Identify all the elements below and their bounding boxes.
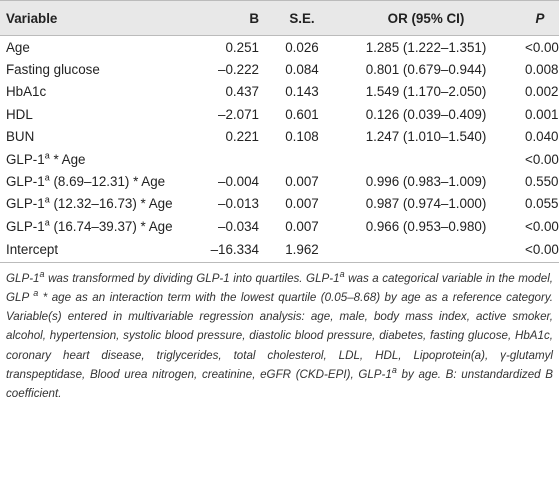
value-cell: –16.334	[205, 237, 273, 263]
text: HDL	[6, 106, 33, 122]
value-cell: 0.126 (0.039–0.409)	[365, 106, 487, 122]
value-cell: –0.034	[218, 218, 259, 234]
value-cell: <0.001	[521, 237, 559, 263]
value-cell: 1.549 (1.170–2.050)	[365, 84, 487, 100]
value-cell: –0.004	[218, 174, 259, 190]
header-cell: S.E.	[273, 0, 331, 36]
table-row: GLP-1a * Age <0.001	[0, 148, 559, 170]
header-cell: B	[205, 0, 273, 36]
footnote: GLP-1a was transformed by dividing GLP-1…	[0, 263, 559, 404]
text: Intercept	[6, 242, 59, 258]
value-cell: 0.001	[525, 106, 559, 122]
value-cell: <0.001	[525, 151, 559, 167]
variable-cell: BUN	[0, 126, 205, 148]
value-cell: 0.002	[525, 84, 559, 100]
variable-cell: Intercept	[0, 237, 205, 263]
header-cell: P	[521, 0, 559, 36]
table-row: GLP-1a (12.32–16.73) * Age –0.013 0.007 0.9…	[0, 193, 559, 215]
value-cell: 0.055	[525, 196, 559, 212]
table-row: Age 0.251 0.026 1.285 (1.222–1.351) <0.001	[0, 36, 559, 59]
text: * age as an interaction term with the lo…	[6, 290, 553, 381]
value-cell: <0.001	[525, 39, 559, 55]
table-row: BUN 0.221 0.108 1.247 (1.010–1.540) 0.040	[0, 126, 559, 148]
value-cell: –2.071	[218, 106, 259, 122]
text: GLP-1	[6, 151, 45, 167]
text: BUN	[6, 129, 35, 145]
value-cell: 0.007	[285, 174, 319, 190]
value-cell: 0.601	[285, 106, 319, 122]
superscript: a	[339, 268, 345, 279]
value-cell: –0.222	[218, 62, 259, 78]
variable-cell: GLP-1a * Age	[0, 148, 205, 170]
empty-cell	[331, 148, 521, 170]
text: (12.32–16.73) * Age	[49, 196, 173, 212]
variable-cell: GLP-1a (16.74–39.37) * Age	[0, 215, 205, 237]
variable-cell: GLP-1a (8.69–12.31) * Age	[0, 170, 205, 192]
value-cell: 0.007	[285, 218, 319, 234]
regression-table: Variable B S.E. OR (95% CI) P Age 0.251 0.026 1…	[0, 0, 559, 263]
text: HbA1c	[6, 84, 47, 100]
value-cell: 0.221	[225, 129, 259, 145]
empty-cell	[273, 148, 331, 170]
value-cell: 0.084	[285, 62, 319, 78]
value-cell: 1.962	[273, 237, 331, 263]
variable-cell: HDL	[0, 103, 205, 125]
table-body: Age 0.251 0.026 1.285 (1.222–1.351) <0.001 Fa…	[0, 36, 559, 263]
value-cell: 0.251	[225, 39, 259, 55]
value-cell: 1.247 (1.010–1.540)	[365, 129, 487, 145]
text: Fasting glucose	[6, 62, 100, 78]
variable-cell: GLP-1a (12.32–16.73) * Age	[0, 193, 205, 215]
superscript: a	[44, 217, 50, 228]
text: GLP-1	[6, 196, 45, 212]
value-cell: 0.008	[525, 62, 559, 78]
value-cell: –0.013	[218, 196, 259, 212]
value-cell: 0.550	[525, 174, 559, 190]
header-cell: OR (95% CI)	[331, 0, 521, 36]
table-row: Fasting glucose –0.222 0.084 0.801 (0.679–0…	[0, 58, 559, 80]
value-cell: 0.143	[285, 84, 319, 100]
value-cell: 1.285 (1.222–1.351)	[365, 39, 487, 55]
superscript: a	[44, 150, 50, 161]
text: Age	[6, 39, 30, 55]
superscript: a	[44, 194, 50, 205]
text: (8.69–12.31) * Age	[49, 174, 166, 190]
superscript: a	[33, 287, 39, 298]
text: GLP-1	[6, 174, 45, 190]
superscript: a	[391, 365, 397, 376]
value-cell: <0.001	[525, 218, 559, 234]
value-cell: 0.437	[225, 84, 259, 100]
superscript: a	[39, 268, 45, 279]
variable-cell: Age	[0, 36, 205, 59]
text: GLP-1	[6, 271, 40, 285]
header-cell: Variable	[0, 0, 205, 36]
header-row: Variable B S.E. OR (95% CI) P	[0, 0, 559, 36]
table-row: GLP-1a (16.74–39.37) * Age –0.034 0.007 0.9…	[0, 215, 559, 237]
superscript: a	[44, 172, 50, 183]
text: GLP-1	[6, 218, 45, 234]
table-row: HbA1c 0.437 0.143 1.549 (1.170–2.050) 0.002	[0, 81, 559, 103]
value-cell: 0.987 (0.974–1.000)	[365, 196, 487, 212]
variable-cell: HbA1c	[0, 81, 205, 103]
empty-cell	[205, 148, 273, 170]
empty-cell	[331, 237, 521, 263]
value-cell: 0.040	[525, 129, 559, 145]
value-cell: 0.966 (0.953–0.980)	[365, 218, 487, 234]
value-cell: 0.108	[285, 129, 319, 145]
text: by age. B: unstandardized B coefficient.	[6, 368, 553, 401]
value-cell: 0.026	[285, 39, 319, 55]
value-cell: 0.007	[285, 196, 319, 212]
text: was a categorical variable in the model,…	[6, 271, 553, 304]
value-cell: 0.801 (0.679–0.944)	[365, 62, 487, 78]
text: * Age	[49, 151, 86, 167]
text: was transformed by dividing GLP-1 into q…	[44, 271, 340, 285]
table-row: HDL –2.071 0.601 0.126 (0.039–0.409) 0.001	[0, 103, 559, 125]
value-cell: 0.996 (0.983–1.009)	[365, 174, 487, 190]
variable-cell: Fasting glucose	[0, 58, 205, 80]
table-row: GLP-1a (8.69–12.31) * Age –0.004 0.007 0.99…	[0, 170, 559, 192]
text: (16.74–39.37) * Age	[49, 218, 173, 234]
